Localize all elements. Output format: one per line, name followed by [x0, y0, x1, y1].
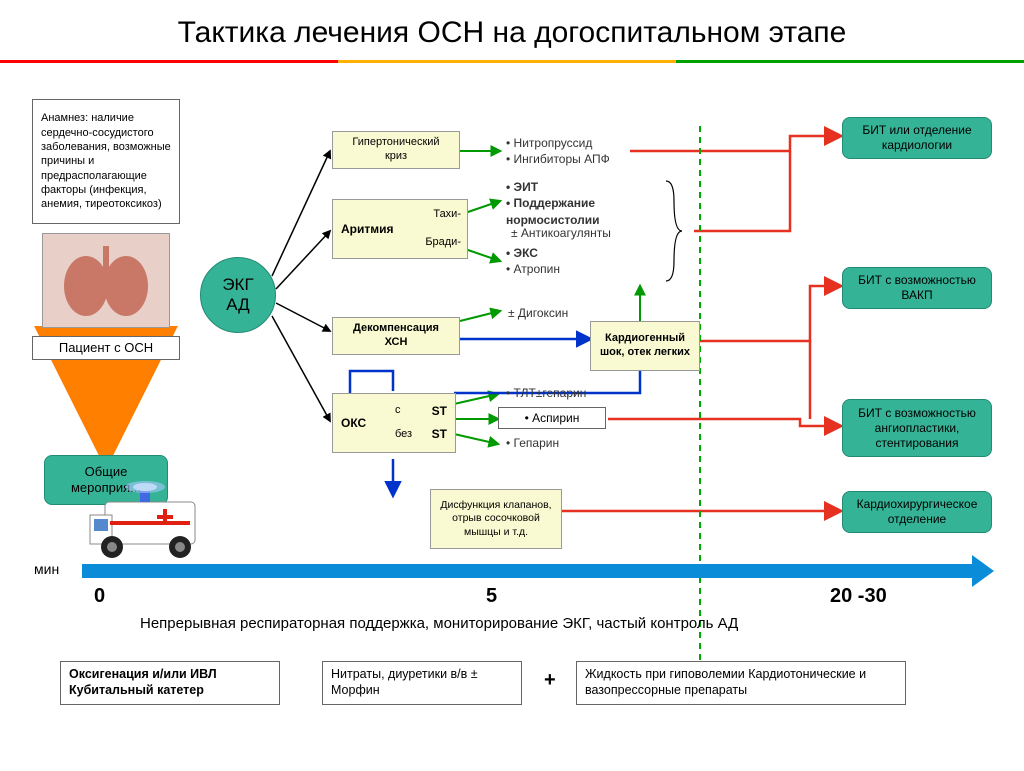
anamnesis-box: Анамнез: наличие сердечно-сосудистого за…: [32, 99, 180, 224]
t5: 5: [486, 585, 497, 608]
bullet-eit: • ЭИТ: [506, 179, 538, 196]
fluid-box: Жидкость при гиповолемии Кардиотонически…: [576, 661, 906, 705]
t20: 20 -30: [830, 585, 887, 608]
brady-label: Бради-: [425, 236, 461, 250]
bullet-ace: • Ингибиторы АПФ: [506, 151, 610, 168]
page-title: Тактика лечения ОСН на догоспитальном эт…: [0, 0, 1024, 60]
timeline-subtitle: Непрерывная респираторная поддержка, мон…: [140, 615, 738, 632]
oxygenation-box: Оксигенация и/или ИВЛ Кубитальный катете…: [60, 661, 280, 705]
dest-cardiology: БИТ или отделение кардиологии: [842, 117, 992, 159]
acs-st2b: ST: [432, 427, 447, 442]
plus-sign: +: [544, 669, 556, 692]
bullet-atropin: • Атропин: [506, 261, 560, 278]
title-underline: [0, 60, 1024, 63]
lungs-image: [42, 233, 170, 328]
dest-vakp: БИТ с возможностью ВАКП: [842, 267, 992, 309]
aspirin-box: • Аспирин: [498, 407, 606, 429]
acs-bez: без: [395, 428, 412, 442]
patient-box: Пациент с ОСН: [32, 336, 180, 360]
hypertensive-crisis-box: Гипертонический криз: [332, 131, 460, 169]
ambulance-icon: [80, 477, 220, 557]
bullet-heparin: • Гепарин: [506, 435, 559, 452]
arrhythmia-box: Аритмия Тахи- Бради-: [332, 199, 468, 259]
bullet-eks: • ЭКС: [506, 245, 538, 262]
acs-label: ОКС: [341, 416, 366, 431]
tachy-label: Тахи-: [433, 208, 461, 222]
acs-c: с: [395, 404, 401, 418]
dest-angioplasty: БИТ с возможностью ангиопластики, стенти…: [842, 399, 992, 457]
bullet-digoxin: ± Дигоксин: [508, 305, 568, 322]
ecg-bp-circle: ЭКГ АД: [200, 257, 276, 333]
shock-box: Кардиогенный шок, отек легких: [590, 321, 700, 371]
valve-dysfunction-box: Дисфункция клапанов, отрыв сосочковой мы…: [430, 489, 562, 549]
t0: 0: [94, 585, 105, 608]
nitrates-box: Нитраты, диуретики в/в ± Морфин: [322, 661, 522, 705]
bullet-anticoag: ± Антикоагулянты: [511, 225, 611, 242]
diagram-canvas: Анамнез: наличие сердечно-сосудистого за…: [0, 71, 1024, 771]
bullet-tlt: • ТЛТ±гепарин: [506, 385, 586, 402]
acs-box: ОКС с без ST ST: [332, 393, 456, 453]
dest-cardiosurgery: Кардиохирургическое отделение: [842, 491, 992, 533]
arrhythmia-label: Аритмия: [341, 222, 394, 237]
min-label: мин: [34, 561, 59, 577]
timeline-arrow: [82, 564, 972, 578]
bullet-nitroprusside: • Нитропруссид: [506, 135, 592, 152]
bullet-normosystole: • Поддержание нормосистолии: [506, 195, 656, 229]
decompensation-box: Декомпенсация ХСН: [332, 317, 460, 355]
acs-st1: ST: [432, 404, 447, 419]
